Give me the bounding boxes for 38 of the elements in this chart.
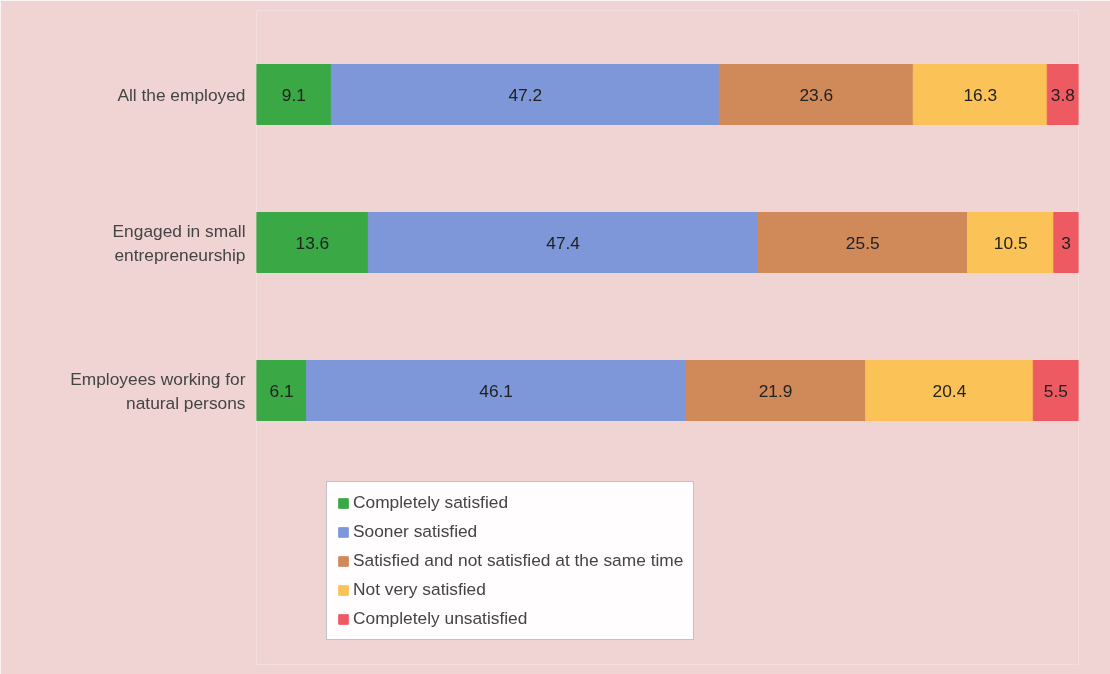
data-label: 20.4 (932, 380, 967, 401)
bar (256, 212, 369, 273)
bar (685, 360, 867, 421)
data-label: 47.4 (546, 232, 581, 253)
legend-label: Not very satisfied (353, 579, 486, 600)
bar (1053, 212, 1079, 273)
data-label: 6.1 (269, 380, 294, 401)
data-label: 5.5 (1043, 380, 1068, 401)
data-label: 3.8 (1050, 84, 1075, 105)
data-label: 21.9 (758, 380, 793, 401)
data-label: 47.2 (508, 84, 543, 105)
bar (865, 360, 1034, 421)
legend-label: Completely unsatisfied (353, 608, 528, 629)
bar (967, 212, 1055, 273)
data-label: 9.1 (281, 84, 306, 105)
bar (330, 64, 720, 125)
data-label: 23.6 (799, 84, 834, 105)
y-tick-label: Engaged in small entrepreneurship (112, 220, 246, 265)
data-label: 13.6 (295, 232, 330, 253)
bar (367, 212, 759, 273)
data-label: 25.5 (845, 232, 880, 253)
data-label: 46.1 (479, 380, 513, 401)
legend-label: Completely satisfied (353, 492, 509, 513)
bar (757, 212, 969, 273)
y-tick-label: All the employed (117, 84, 246, 105)
data-label: 10.5 (993, 232, 1028, 253)
bar (1046, 64, 1079, 125)
bar (306, 360, 687, 421)
bar (256, 360, 308, 421)
bar (256, 64, 332, 125)
bar (718, 64, 914, 125)
data-label: 16.3 (963, 84, 998, 105)
legend-label: Satisfied and not satisfied at the same time (353, 550, 684, 571)
legend-label: Sooner satisfied (353, 521, 478, 542)
bar (1032, 360, 1079, 421)
y-tick-label: Employees working for natural persons (70, 368, 246, 413)
data-label: 3 (1061, 232, 1071, 253)
bar (912, 64, 1048, 125)
